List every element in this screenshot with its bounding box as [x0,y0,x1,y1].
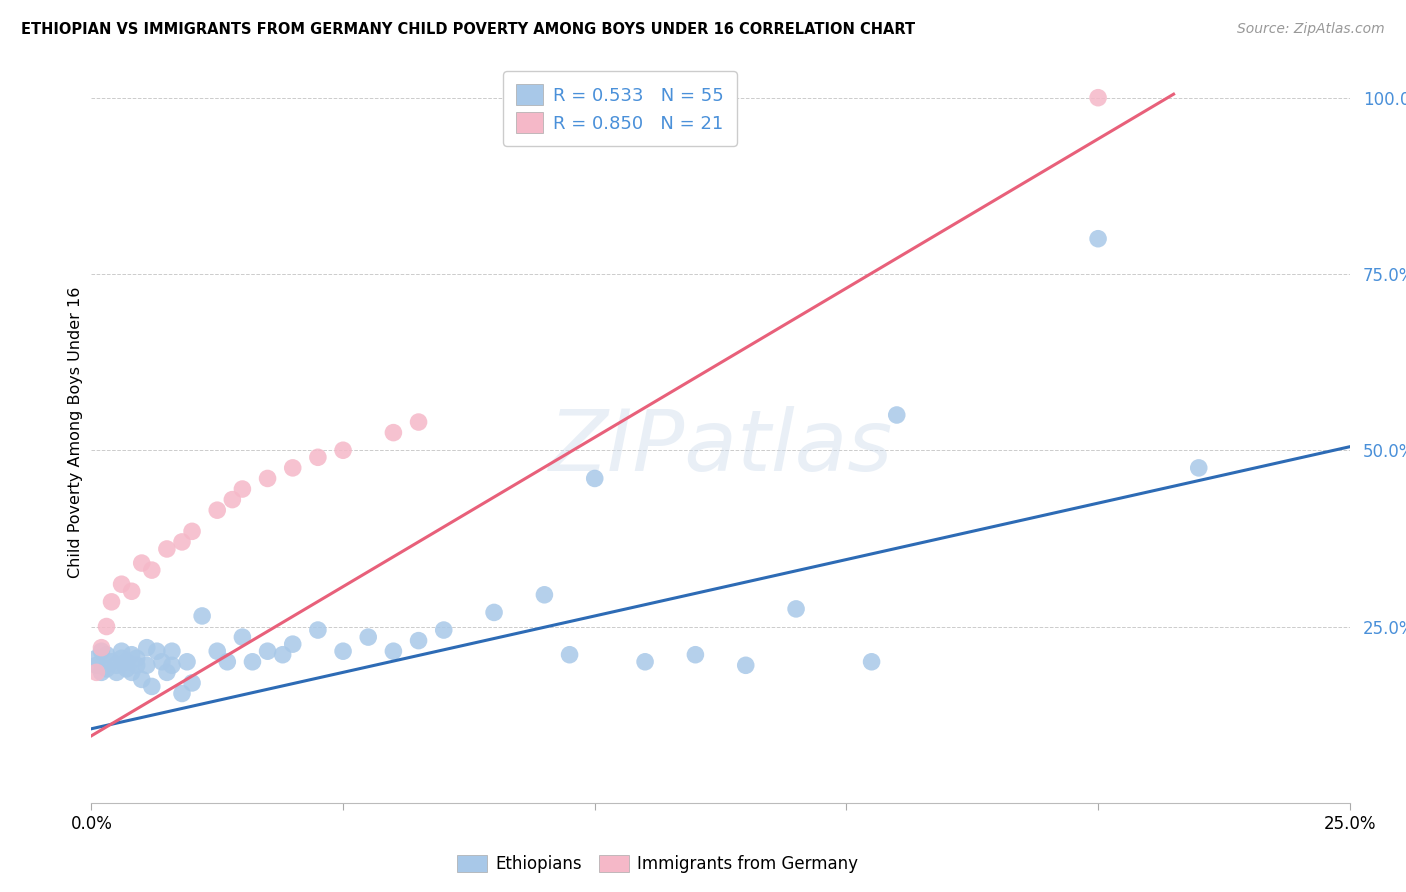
Point [181,524,204,539]
Point [382,644,405,658]
Y-axis label: Child Poverty Among Boys Under 16: Child Poverty Among Boys Under 16 [67,287,83,578]
Point [176,655,198,669]
Point [685,648,707,662]
Point [634,655,657,669]
Point [231,630,253,644]
Point [160,644,183,658]
Point [231,482,253,496]
Point [115,655,138,669]
Point [583,471,606,485]
Point [332,443,354,458]
Point [141,563,163,577]
Point [1087,232,1109,246]
Point [785,602,807,616]
Point [256,644,278,658]
Legend: Ethiopians, Immigrants from Germany: Ethiopians, Immigrants from Germany [450,848,865,880]
Point [382,425,405,440]
Point [131,673,153,687]
Point [307,450,329,465]
Text: Source: ZipAtlas.com: Source: ZipAtlas.com [1237,22,1385,37]
Point [110,644,132,658]
Point [1188,461,1211,475]
Point [357,630,380,644]
Text: ETHIOPIAN VS IMMIGRANTS FROM GERMANY CHILD POVERTY AMONG BOYS UNDER 16 CORRELATI: ETHIOPIAN VS IMMIGRANTS FROM GERMANY CHI… [21,22,915,37]
Point [121,584,143,599]
Point [86,665,108,680]
Point [156,665,179,680]
Point [332,644,354,658]
Point [125,658,148,673]
Point [135,658,157,673]
Point [170,535,193,549]
Point [105,658,128,673]
Point [125,651,148,665]
Point [96,648,118,662]
Point [408,633,430,648]
Point [100,595,122,609]
Point [121,648,143,662]
Point [150,655,173,669]
Point [86,651,108,665]
Point [242,655,264,669]
Point [160,658,183,673]
Point [408,415,430,429]
Point [281,461,304,475]
Point [281,637,304,651]
Point [90,640,112,655]
Point [110,651,132,665]
Point [217,655,239,669]
Point [86,658,108,673]
Point [110,577,132,591]
Point [96,662,118,676]
Point [886,408,908,422]
Point [734,658,756,673]
Point [115,662,138,676]
Point [170,686,193,700]
Point [131,556,153,570]
Point [181,676,204,690]
Point [307,623,329,637]
Point [860,655,883,669]
Point [271,648,294,662]
Point [156,541,179,556]
Point [221,492,243,507]
Point [482,606,505,620]
Point [135,640,157,655]
Point [558,648,581,662]
Text: ZIPatlas: ZIPatlas [548,406,893,489]
Point [90,665,112,680]
Point [90,644,112,658]
Point [533,588,555,602]
Point [205,644,228,658]
Point [105,665,128,680]
Point [146,644,169,658]
Point [205,503,228,517]
Point [141,680,163,694]
Point [433,623,456,637]
Point [1087,91,1109,105]
Point [100,655,122,669]
Point [96,619,118,633]
Point [191,609,214,624]
Point [256,471,278,485]
Point [121,665,143,680]
